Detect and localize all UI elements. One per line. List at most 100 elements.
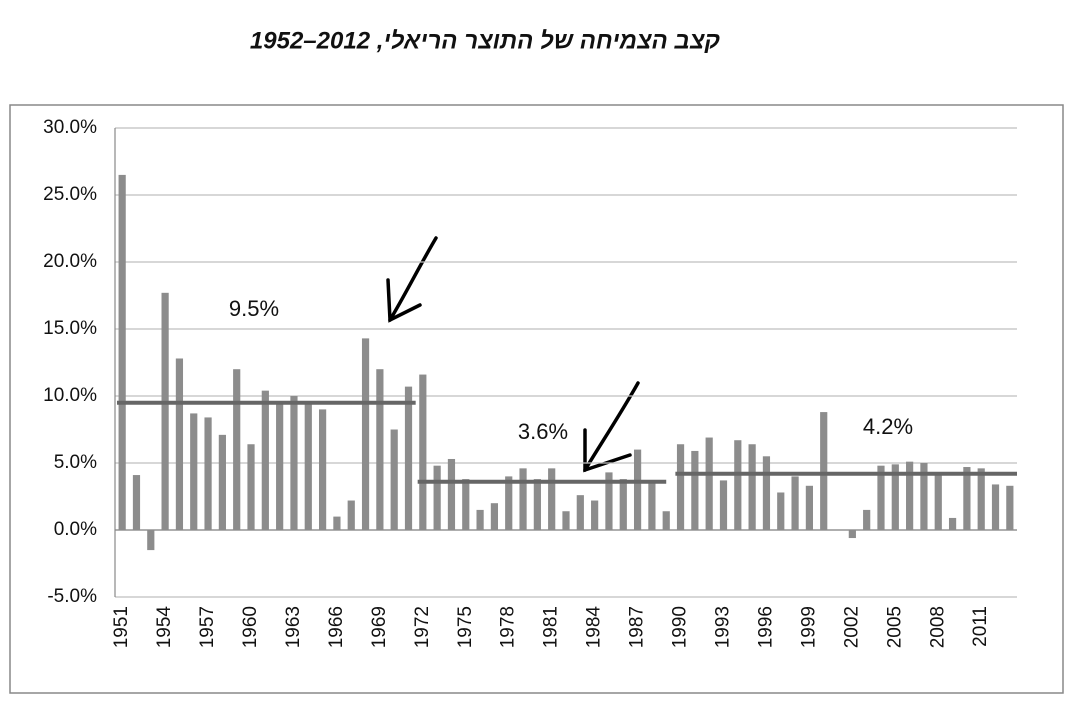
bar bbox=[691, 450, 699, 530]
bar bbox=[319, 409, 327, 530]
y-tick-label: 25.0% bbox=[43, 184, 97, 205]
bar bbox=[934, 475, 942, 530]
bar bbox=[218, 434, 226, 530]
bar bbox=[333, 516, 341, 530]
bar bbox=[991, 484, 1000, 530]
x-tick-label: 1999 bbox=[798, 606, 819, 648]
bar bbox=[633, 449, 642, 530]
bar bbox=[891, 464, 899, 530]
bar bbox=[419, 374, 427, 530]
x-tick-label: 2011 bbox=[970, 606, 991, 647]
bar bbox=[290, 396, 298, 530]
bar bbox=[147, 530, 155, 551]
x-tick-label: 2002 bbox=[841, 606, 862, 648]
bar bbox=[619, 479, 627, 530]
arrow bbox=[388, 236, 438, 322]
bar bbox=[662, 511, 670, 530]
average-label: 9.5% bbox=[229, 296, 279, 321]
y-tick-label: 10.0% bbox=[43, 385, 97, 406]
bar bbox=[877, 465, 885, 530]
bar bbox=[233, 369, 241, 530]
bar bbox=[276, 401, 284, 530]
bar bbox=[762, 456, 771, 530]
y-tick-label: 0.0% bbox=[54, 519, 97, 540]
bar bbox=[562, 511, 570, 530]
bar bbox=[906, 461, 914, 530]
bar bbox=[433, 465, 441, 530]
arrow bbox=[583, 428, 632, 473]
x-tick-label: 1969 bbox=[369, 606, 390, 648]
bar bbox=[505, 476, 513, 530]
bar bbox=[390, 429, 398, 530]
chart-title: קצב הצמיחה של התוצר הריאלי, 2012–1952 bbox=[250, 27, 720, 54]
y-tick-label: 20.0% bbox=[43, 251, 97, 272]
x-tick-label: 1978 bbox=[498, 606, 519, 648]
x-tick-label: 2008 bbox=[927, 606, 948, 648]
bar bbox=[476, 509, 484, 530]
bar bbox=[462, 479, 470, 530]
bar bbox=[519, 468, 527, 530]
bar bbox=[920, 463, 928, 530]
bar bbox=[948, 517, 957, 530]
y-tick-label: 15.0% bbox=[43, 318, 97, 339]
bar bbox=[132, 475, 141, 530]
bar bbox=[533, 479, 541, 530]
y-tick-label: -5.0% bbox=[47, 586, 97, 607]
average-label: 3.6% bbox=[518, 419, 568, 444]
x-tick-label: 1975 bbox=[455, 606, 476, 648]
bar bbox=[605, 472, 613, 530]
bar bbox=[175, 358, 184, 530]
bar bbox=[261, 390, 269, 530]
bar bbox=[490, 503, 499, 530]
x-tick-label: 1993 bbox=[713, 606, 734, 648]
x-tick-label: 1987 bbox=[627, 606, 648, 648]
bar bbox=[447, 458, 456, 530]
bar bbox=[404, 386, 413, 530]
bar bbox=[376, 369, 384, 530]
x-tick-label: 1957 bbox=[197, 606, 218, 648]
bar bbox=[548, 468, 556, 530]
bar bbox=[304, 402, 312, 530]
bar bbox=[648, 481, 656, 530]
x-tick-label: 1996 bbox=[755, 606, 776, 648]
x-tick-label: 1981 bbox=[541, 606, 562, 648]
arrows bbox=[386, 236, 640, 473]
x-tick-label: 1984 bbox=[584, 606, 605, 649]
average-label: 4.2% bbox=[863, 414, 913, 439]
bar bbox=[190, 413, 198, 530]
bar bbox=[705, 437, 713, 530]
bar bbox=[719, 480, 728, 530]
bar bbox=[1006, 485, 1014, 530]
bar bbox=[848, 530, 856, 539]
chart-frame bbox=[9, 104, 1064, 694]
bar bbox=[805, 485, 813, 530]
y-tick-label: 30.0% bbox=[43, 117, 97, 138]
bar bbox=[576, 495, 584, 530]
bar bbox=[361, 338, 370, 530]
bar bbox=[591, 500, 599, 530]
bar bbox=[204, 417, 212, 530]
bar bbox=[676, 444, 685, 530]
bar bbox=[161, 292, 169, 530]
bar bbox=[347, 500, 355, 530]
bar bbox=[247, 444, 255, 530]
x-tick-label: 1954 bbox=[154, 606, 175, 649]
x-tick-label: 1963 bbox=[283, 606, 304, 648]
x-tick-label: 1990 bbox=[670, 606, 691, 648]
x-tick-label: 1972 bbox=[412, 606, 433, 648]
x-tick-label: 1966 bbox=[326, 606, 347, 648]
arrow bbox=[583, 381, 640, 472]
arrow bbox=[386, 278, 422, 323]
bar bbox=[963, 467, 971, 530]
x-tick-label: 1960 bbox=[240, 606, 261, 648]
x-tick-label: 2005 bbox=[884, 606, 905, 648]
bar bbox=[863, 509, 871, 530]
bar bbox=[118, 174, 126, 530]
x-tick-label: 1951 bbox=[111, 606, 132, 648]
bar bbox=[820, 412, 828, 530]
bar bbox=[748, 444, 756, 530]
bar bbox=[734, 440, 742, 530]
bar bbox=[777, 492, 785, 530]
bar bbox=[977, 468, 985, 530]
